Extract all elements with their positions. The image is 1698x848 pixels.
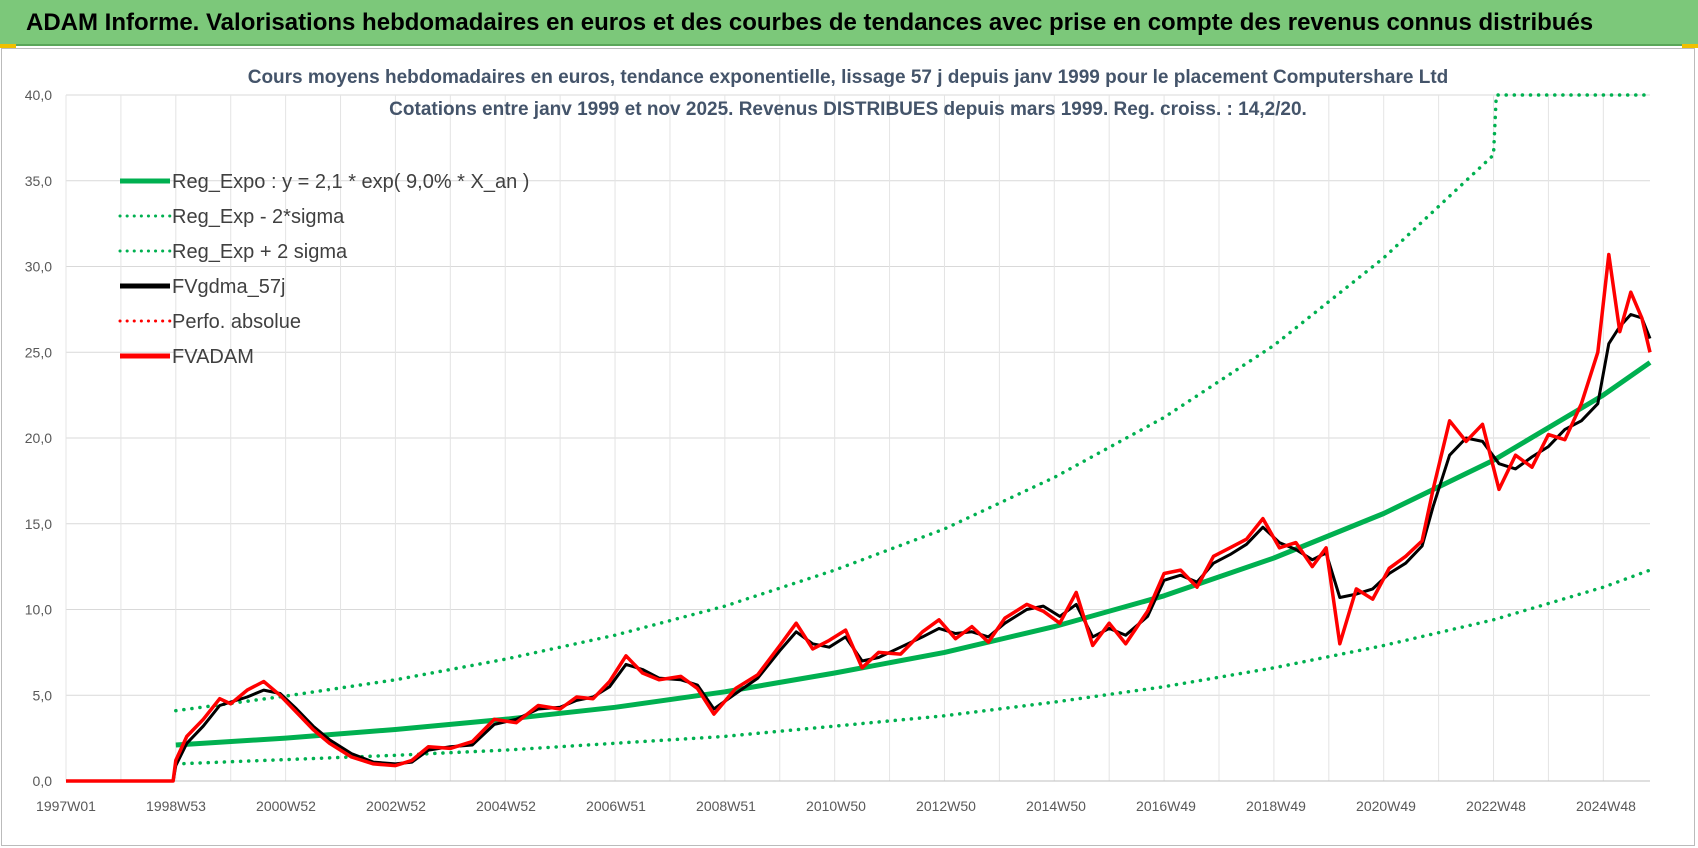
chart-subtitle: Cotations entre janv 1999 et nov 2025. R…	[389, 99, 1307, 120]
x-tick-label: 2002W52	[366, 798, 426, 814]
corner-marker-right	[1682, 44, 1698, 48]
y-tick-label: 0,0	[33, 773, 53, 789]
legend-label: FVADAM	[172, 346, 254, 368]
x-tick-label: 2004W52	[476, 798, 536, 814]
x-tick-label: 2018W49	[1246, 798, 1306, 814]
x-tick-label: 1998W53	[146, 798, 206, 814]
y-tick-label: 20,0	[25, 430, 52, 446]
y-tick-label: 35,0	[25, 173, 52, 189]
legend-label: Reg_Exp - 2*sigma	[172, 206, 345, 228]
x-tick-label: 1997W01	[36, 798, 96, 814]
x-tick-label: 2000W52	[256, 798, 316, 814]
x-axis-ticks: 1997W01 1998W53 2000W52 2002W52 2004W52 2006W…	[36, 798, 1636, 814]
x-tick-label: 2024W48	[1576, 798, 1636, 814]
title-banner: ADAM Informe. Valorisations hebdomadaire…	[0, 0, 1698, 46]
corner-marker-left	[0, 44, 16, 48]
y-tick-label: 5,0	[33, 687, 53, 703]
y-axis-ticks: 0,0 5,0 10,0 15,0 20,0 25,0 30,0 35,0 40,0	[25, 87, 52, 789]
y-tick-label: 30,0	[25, 259, 52, 275]
x-tick-label: 2012W50	[916, 798, 976, 814]
legend-label: Reg_Exp + 2 sigma	[172, 241, 348, 263]
chart-canvas: 0,0 5,0 10,0 15,0 20,0 25,0 30,0 35,0 40,0 1997W…	[25, 67, 1652, 814]
x-tick-label: 2010W50	[806, 798, 866, 814]
x-tick-label: 2006W51	[586, 798, 646, 814]
series-line-1	[174, 568, 1652, 766]
series-lines	[66, 93, 1652, 783]
grid	[65, 94, 1650, 782]
chart-title: Cours moyens hebdomadaires en euros, ten…	[248, 67, 1449, 88]
y-tick-label: 10,0	[25, 602, 52, 618]
legend-label: Perfo. absolue	[172, 311, 301, 333]
legend-label: FVgdma_57j	[172, 276, 285, 298]
y-tick-label: 25,0	[25, 344, 52, 360]
chart-area: 0,0 5,0 10,0 15,0 20,0 25,0 30,0 35,0 40,0 1997W…	[1, 48, 1695, 846]
x-tick-label: 2016W49	[1136, 798, 1196, 814]
x-tick-label: 2014W50	[1026, 798, 1086, 814]
y-tick-label: 15,0	[25, 516, 52, 532]
x-tick-label: 2022W48	[1466, 798, 1526, 814]
y-tick-label: 40,0	[25, 87, 52, 103]
series-line-5	[66, 252, 1652, 783]
series-line-0	[175, 360, 1652, 748]
banner-title: ADAM Informe. Valorisations hebdomadaire…	[26, 9, 1594, 36]
legend-label: Reg_Expo : y = 2,1 * exp( 9,0% * X_an )	[172, 171, 529, 193]
x-tick-label: 2008W51	[696, 798, 756, 814]
series-line-2	[174, 93, 1652, 713]
legend: Reg_Expo : y = 2,1 * exp( 9,0% * X_an ) R…	[118, 171, 529, 368]
x-tick-label: 2020W49	[1356, 798, 1416, 814]
